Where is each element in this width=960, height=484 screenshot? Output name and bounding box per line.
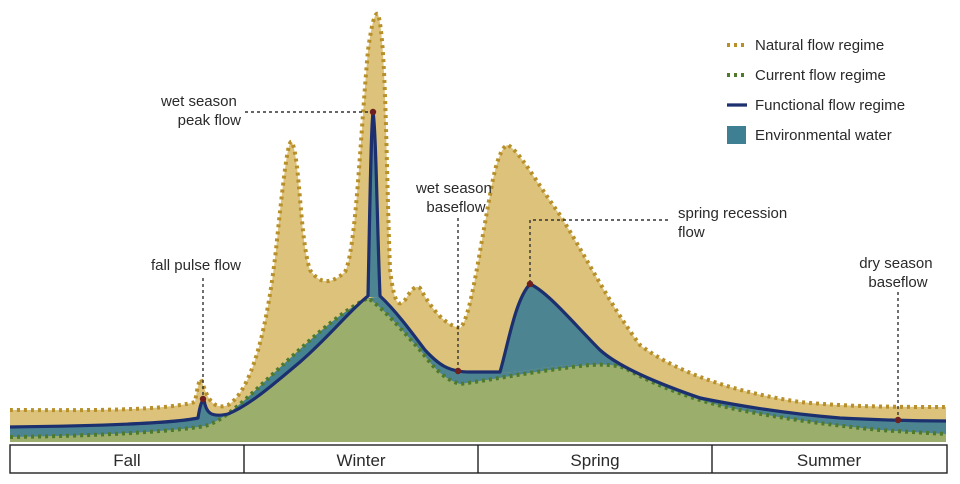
legend: Natural flow regime Current flow regime … [727,37,905,144]
wet-peak-point [369,108,377,116]
spring-recession-point [526,280,534,288]
season-spring: Spring [570,451,619,470]
season-winter: Winter [336,451,385,470]
dry-base-label: dry season baseflow [859,255,937,291]
fall-pulse-label: fall pulse flow [151,257,241,274]
natural-flow-line [9,11,947,413]
wet-peak-label: wet season peak flow [160,93,241,129]
legend-environmental-swatch [727,126,746,144]
current-flow-line [9,295,947,439]
season-fall: Fall [113,451,140,470]
fall-pulse-point [199,395,207,403]
legend-functional-label: Functional flow regime [755,97,905,114]
annotation-points [199,108,902,424]
functional-flow-line [9,110,947,429]
spring-recession-leader [529,219,668,283]
wet-base-label: wet season baseflow [415,180,496,216]
season-bar: Fall Winter Spring Summer [9,444,948,474]
dry-base-point [894,416,902,424]
season-summer: Summer [797,451,862,470]
environmental-water-spring [500,284,622,373]
annotation-leaders [202,111,899,420]
legend-current-label: Current flow regime [755,67,886,84]
wet-base-point [454,367,462,375]
spring-recession-label: spring recession flow [678,205,791,241]
legend-environmental-label: Environmental water [755,127,892,144]
legend-natural-label: Natural flow regime [755,37,884,54]
natural-flow-area [10,13,946,443]
